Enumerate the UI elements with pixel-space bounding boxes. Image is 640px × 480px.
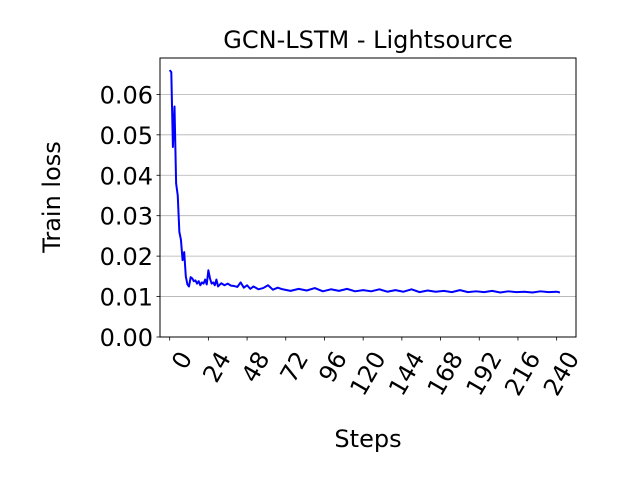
y-tick-label: 0.05 — [100, 122, 153, 150]
x-tick-label: 144 — [383, 347, 430, 401]
x-tick-label: 24 — [197, 347, 237, 387]
plot-frame — [159, 57, 577, 338]
x-tick-label: 168 — [422, 347, 469, 401]
grid-lines — [160, 93, 576, 338]
x-tick-label: 0 — [166, 347, 198, 374]
x-tick-label: 48 — [236, 347, 276, 387]
y-tick-label: 0.06 — [100, 81, 153, 109]
y-axis-label: Train loss — [38, 141, 66, 254]
x-tick-label: 120 — [344, 347, 391, 401]
y-tick-label: 0.04 — [100, 162, 153, 190]
x-tick-label: 72 — [275, 347, 315, 387]
x-tick-label: 240 — [538, 347, 585, 401]
y-tick-label: 0.02 — [100, 243, 153, 271]
x-tick-label: 216 — [499, 347, 546, 401]
y-tick-label: 0.03 — [100, 203, 153, 231]
train-loss-line — [168, 69, 561, 294]
y-tick-label: 0.00 — [100, 324, 153, 352]
chart-title: GCN-LSTM - Lightsource — [223, 26, 512, 54]
x-axis-label: Steps — [334, 425, 401, 453]
y-axis-ticks: 0.00 0.01 0.02 0.03 0.04 0.05 0.06 — [100, 81, 160, 352]
x-tick-label: 192 — [461, 347, 508, 401]
series-layer — [168, 69, 561, 294]
y-tick-label: 0.01 — [100, 284, 153, 312]
